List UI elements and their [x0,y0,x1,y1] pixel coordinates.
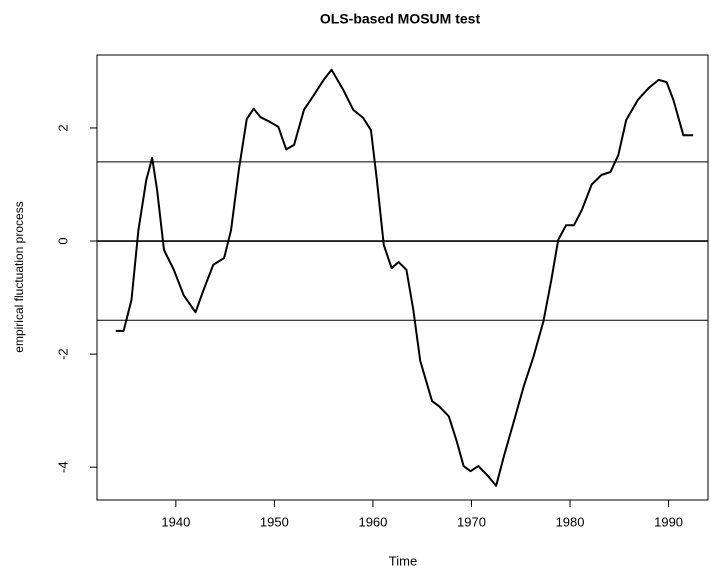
y-tick-label: -4 [55,461,70,473]
y-tick-label: -2 [55,348,70,360]
data-line [115,68,694,487]
x-tick-label: 1950 [260,514,289,529]
x-tick-label: 1980 [556,514,585,529]
x-tick-label: 1960 [358,514,387,529]
y-axis-label: empirical fluctuation process [12,201,26,352]
x-axis-label: Time [389,553,417,568]
plot-box [96,54,709,501]
x-tick-label: 1940 [161,514,190,529]
x-tick-label: 1990 [654,514,683,529]
y-tick-label: 2 [55,124,70,131]
chart-title: OLS-based MOSUM test [320,11,481,27]
x-tick-label: 1970 [457,514,486,529]
y-tick-label: 0 [55,237,70,244]
